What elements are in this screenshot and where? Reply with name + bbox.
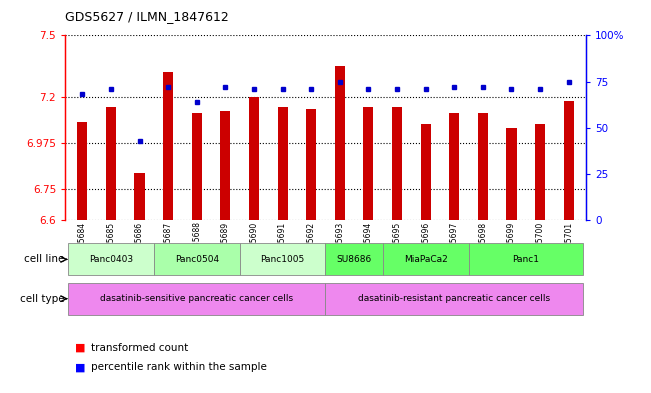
Text: SU8686: SU8686 <box>337 255 372 264</box>
Text: dasatinib-resistant pancreatic cancer cells: dasatinib-resistant pancreatic cancer ce… <box>358 294 550 303</box>
Text: transformed count: transformed count <box>91 343 188 353</box>
Text: ■: ■ <box>75 343 85 353</box>
Text: Panc0403: Panc0403 <box>89 255 133 264</box>
Text: Panc1005: Panc1005 <box>260 255 305 264</box>
Bar <box>192 113 202 220</box>
Text: percentile rank within the sample: percentile rank within the sample <box>91 362 267 373</box>
Bar <box>220 111 230 220</box>
Text: Panc1: Panc1 <box>512 255 539 264</box>
Text: dasatinib-sensitive pancreatic cancer cells: dasatinib-sensitive pancreatic cancer ce… <box>100 294 294 303</box>
Text: cell type: cell type <box>20 294 64 304</box>
Bar <box>135 173 145 220</box>
Bar <box>68 243 154 275</box>
Bar <box>335 66 345 220</box>
Bar <box>478 113 488 220</box>
Text: MiaPaCa2: MiaPaCa2 <box>404 255 447 264</box>
Bar <box>506 128 516 220</box>
Bar <box>249 97 259 220</box>
Bar <box>306 109 316 220</box>
Text: GDS5627 / ILMN_1847612: GDS5627 / ILMN_1847612 <box>65 10 229 23</box>
Bar <box>163 72 173 220</box>
Text: Panc0504: Panc0504 <box>174 255 219 264</box>
Bar <box>68 283 326 314</box>
Bar <box>469 243 583 275</box>
Bar <box>535 124 545 220</box>
Bar <box>383 243 469 275</box>
Bar <box>392 107 402 220</box>
Text: cell line: cell line <box>24 254 64 264</box>
Bar <box>363 107 374 220</box>
Bar <box>326 243 383 275</box>
Bar <box>277 107 288 220</box>
Bar <box>77 121 87 220</box>
Bar <box>240 243 326 275</box>
Bar <box>326 283 583 314</box>
Bar <box>564 101 574 220</box>
Text: ■: ■ <box>75 362 85 373</box>
Bar <box>421 124 431 220</box>
Bar <box>449 113 459 220</box>
Bar <box>106 107 116 220</box>
Bar <box>154 243 240 275</box>
